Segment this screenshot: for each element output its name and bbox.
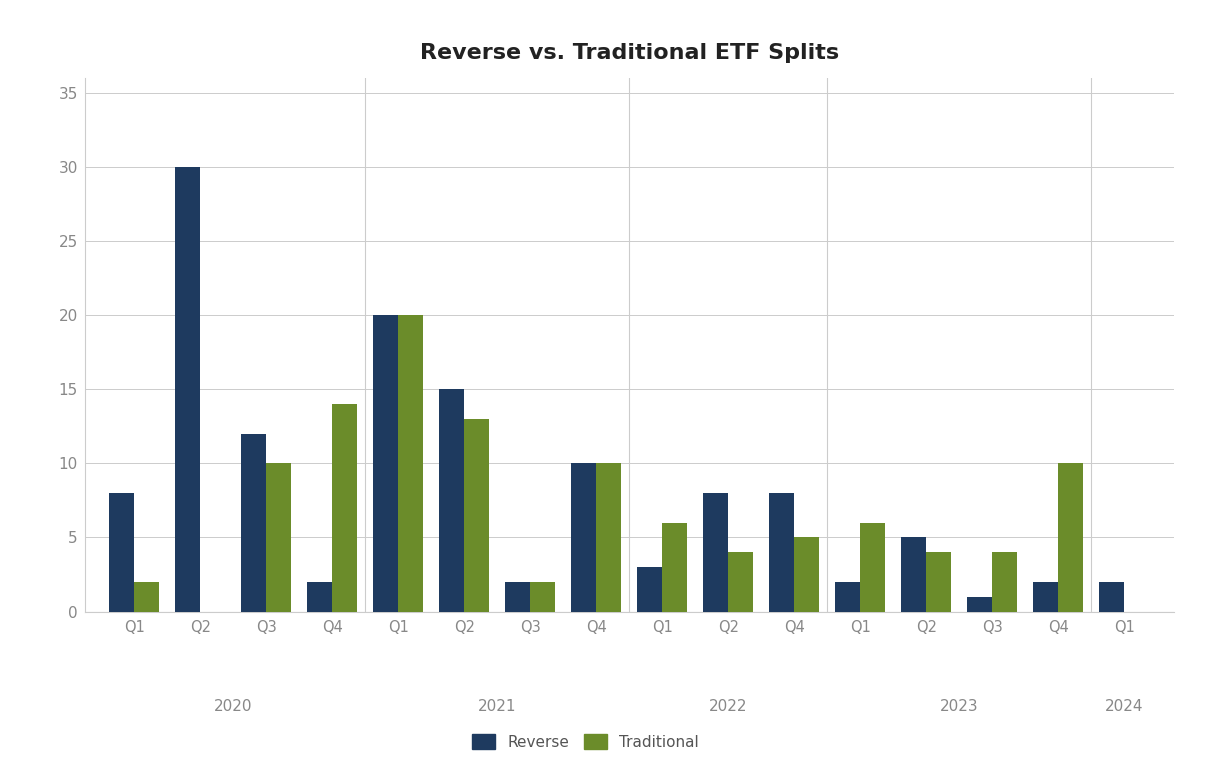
Bar <box>333 405 357 612</box>
Bar <box>1099 582 1124 612</box>
Bar <box>794 538 819 612</box>
Bar <box>1059 463 1083 612</box>
Bar <box>505 582 530 612</box>
Text: 2021: 2021 <box>478 699 517 714</box>
Text: 2020: 2020 <box>214 699 253 714</box>
Bar <box>307 582 333 612</box>
Bar <box>728 552 754 612</box>
Bar <box>134 582 160 612</box>
Bar <box>703 493 728 612</box>
Bar <box>926 552 951 612</box>
Bar <box>530 582 555 612</box>
Bar <box>109 493 134 612</box>
Bar <box>465 419 489 612</box>
Bar <box>398 315 424 612</box>
Bar <box>241 434 266 612</box>
Text: 2023: 2023 <box>940 699 979 714</box>
Bar <box>992 552 1018 612</box>
Bar <box>860 523 886 612</box>
Bar <box>175 167 200 612</box>
Bar <box>901 538 926 612</box>
Bar <box>571 463 597 612</box>
Legend: Reverse, Traditional: Reverse, Traditional <box>466 728 705 756</box>
Bar <box>373 315 398 612</box>
Title: Reverse vs. Traditional ETF Splits: Reverse vs. Traditional ETF Splits <box>420 43 839 63</box>
Bar <box>597 463 621 612</box>
Bar <box>638 567 662 612</box>
Text: 2022: 2022 <box>709 699 748 714</box>
Bar <box>1033 582 1059 612</box>
Bar <box>835 582 860 612</box>
Text: 2024: 2024 <box>1105 699 1143 714</box>
Bar <box>770 493 794 612</box>
Bar <box>967 597 992 612</box>
Bar <box>439 390 465 612</box>
Bar <box>662 523 687 612</box>
Bar <box>266 463 292 612</box>
